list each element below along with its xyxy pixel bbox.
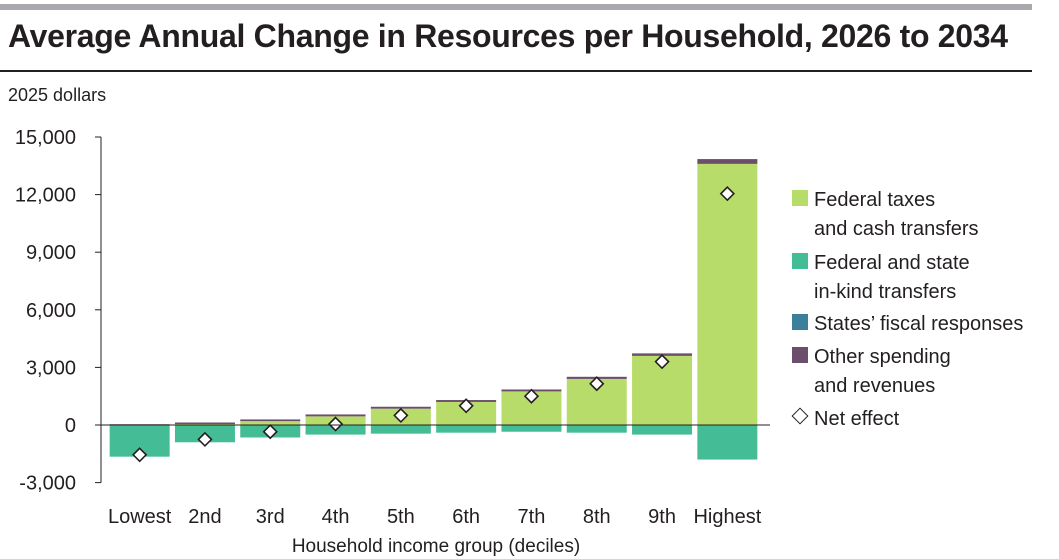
bar-in-kind [632, 425, 693, 435]
legend-swatch-states-fiscal [792, 314, 808, 330]
net-effect-marker [523, 388, 540, 404]
legend-swatch-other [792, 347, 808, 363]
y-tick-label: -3,000 [19, 473, 76, 495]
legend-label-other-line2: and revenues [814, 375, 936, 397]
x-tick-label: 2nd [188, 506, 221, 528]
net-effect-marker [132, 447, 148, 463]
x-axis: Lowest 2nd 3rd 4th 5th 6th 7th 8th 9th Highest Hou… [101, 424, 770, 557]
y-tick-label: 0 [65, 415, 76, 437]
y-tick-label: 3,000 [26, 357, 76, 379]
net-effect-marker [589, 376, 605, 392]
bar-other [240, 419, 301, 422]
legend-label-other-line1: Other spending [814, 346, 951, 368]
y-tick-label: 6,000 [26, 300, 76, 322]
y-tick-label: 9,000 [26, 242, 76, 264]
chart-title: Average Annual Change in Resources per H… [8, 18, 1008, 54]
bar-federal-taxes [436, 401, 497, 425]
net-effect-marker [654, 354, 670, 370]
x-tick-label: Highest [693, 506, 761, 528]
legend-label-federal-taxes-line2: and cash transfers [814, 218, 979, 240]
x-tick-label: 3rd [256, 506, 285, 528]
x-tick-label: 7th [518, 506, 546, 528]
legend-swatch-federal-taxes [792, 190, 808, 206]
net-effect-marker [262, 424, 278, 440]
x-tick-label: 4th [322, 506, 350, 528]
bar-other [697, 159, 758, 164]
y-axis: 15,000 12,000 9,000 6,000 3,000 0 -3,000 [15, 127, 102, 495]
bar-other [370, 406, 431, 409]
net-effect-marker [458, 398, 474, 414]
net-effect-marker [719, 186, 735, 202]
legend-label-in-kind-line1: Federal and state [814, 252, 970, 274]
x-tick-label: 9th [648, 506, 676, 528]
net-effect-marker [393, 407, 409, 424]
bar-in-kind [697, 425, 758, 460]
legend-label-in-kind-line2: in-kind transfers [814, 281, 957, 303]
bar-federal-taxes [697, 163, 758, 425]
legend-swatch-in-kind [792, 253, 808, 269]
top-rule [0, 4, 1032, 10]
net-effect-markers [132, 186, 735, 463]
net-effect-marker [197, 431, 213, 448]
bar-in-kind [436, 425, 497, 433]
bar-in-kind [566, 425, 627, 433]
bar-other [305, 414, 366, 417]
x-axis-title: Household income group (deciles) [292, 536, 580, 557]
bars [109, 159, 758, 460]
legend-label-federal-taxes-line1: Federal taxes [814, 189, 936, 211]
x-tick-label: 5th [387, 506, 415, 528]
title-rule [0, 70, 1032, 72]
bar-in-kind [501, 425, 562, 432]
legend-label-net-effect: Net effect [814, 408, 900, 430]
bar-in-kind [370, 425, 431, 434]
net-effect-marker [327, 416, 344, 432]
y-tick-label: 12,000 [15, 185, 76, 207]
bar-federal-taxes [240, 421, 301, 425]
bar-other [174, 422, 235, 425]
x-tick-label: Lowest [108, 506, 172, 528]
legend-label-states-fiscal: States’ fiscal responses [814, 313, 1024, 335]
units-label: 2025 dollars [8, 85, 107, 105]
y-tick-label: 15,000 [15, 127, 76, 149]
x-tick-label: 8th [583, 506, 611, 528]
x-tick-label: 6th [452, 506, 480, 528]
